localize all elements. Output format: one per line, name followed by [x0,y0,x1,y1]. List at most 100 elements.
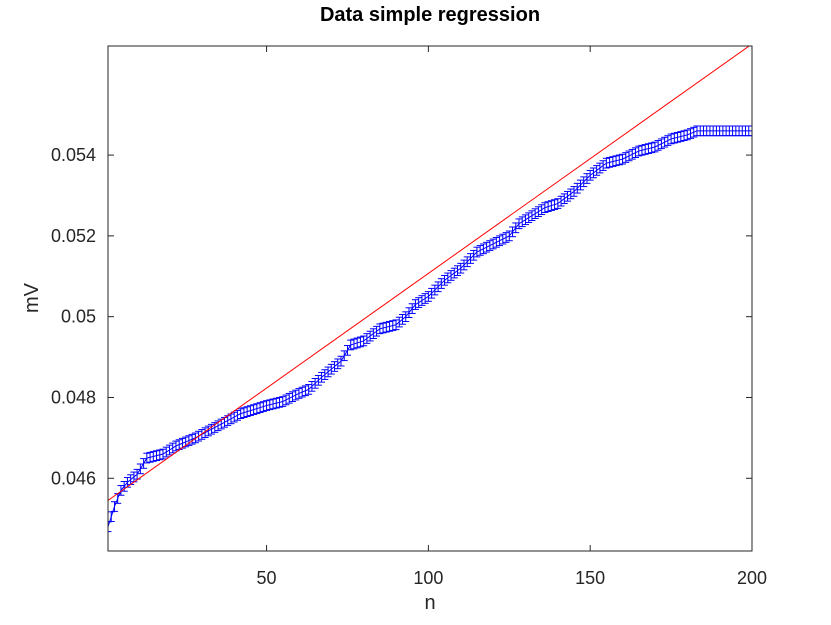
y-tick-label: 0.05 [61,307,96,327]
errorbar-point [156,449,164,461]
errorbar-point [528,210,536,222]
errorbar-point [680,130,688,142]
errorbar-point [615,154,623,166]
errorbar-point [321,369,329,380]
errorbar-point [431,284,439,296]
chart-title: Data simple regression [320,4,540,26]
y-tick-label: 0.046 [51,468,96,488]
errorbar-point [424,291,432,302]
errorbar-point [253,403,261,414]
errorbar-point [276,396,284,408]
x-tick-label: 50 [257,568,277,588]
errorbar-point [593,165,601,176]
errorbar-point [557,195,565,207]
errorbar-point [331,361,339,372]
errorbar-point [250,404,258,415]
errorbar-point [363,333,371,344]
errorbar-point [162,446,170,458]
errorbar-point [402,311,410,323]
axis-layer: 50 100 150 200 0.046 0.048 0.05 0.052 0.054 [51,46,767,588]
errorbar-point [648,142,656,154]
errorbar-point [350,338,358,350]
errorbar-point [259,401,267,412]
errorbar-point [366,330,374,342]
errorbar-point [108,511,115,523]
errorbar-point [428,287,436,299]
errorbar-point [117,485,125,496]
errorbar-point [237,408,245,419]
regression-line [108,46,751,501]
x-tick-label: 150 [575,568,605,588]
plot-layer [108,46,752,533]
errorbar-point [136,463,144,475]
errorbar-point [169,442,177,454]
errorbar-point [324,366,332,378]
errorbar-point [450,267,458,279]
errorbar-point [327,363,335,375]
errorbar-point [405,307,413,318]
errorbar-point [434,281,442,293]
errorbar-point [314,374,322,386]
errorbar-point [143,452,151,464]
errorbar-series-line [108,130,752,527]
errorbar-point [395,316,403,328]
errorbar-point [612,155,620,167]
errorbar-point [240,407,248,418]
errorbar-point [531,208,539,220]
errorbar-point [340,350,348,362]
errorbar-point [551,199,559,210]
errorbar-point [596,162,604,174]
errorbar-point [541,202,549,213]
errorbar-point [638,144,646,156]
errorbar-point [570,186,578,197]
errorbar-point [140,458,148,469]
errorbar-point [509,226,517,238]
errorbar-point [505,230,513,242]
errorbar-point [560,193,568,205]
errorbar-point [641,144,649,155]
errorbar-point [246,405,254,416]
errorbar-point [311,377,319,389]
errorbar-point [133,468,141,480]
errorbar-point [580,176,588,188]
errorbar-point [670,132,678,144]
errorbar-point [272,397,280,409]
errorbar-point [583,173,591,184]
errorbar-point [437,278,445,289]
errorbar-point [460,259,468,271]
errorbar-point [305,384,313,395]
errorbar-point [586,169,594,181]
errorbar-point [538,204,546,215]
errorbar-point [318,371,326,383]
errorbar-point [564,190,572,202]
errorbar-point [408,303,416,314]
errorbar-point [674,131,682,143]
errorbar-point [382,321,390,333]
errorbar-point [256,402,264,413]
errorbar-point [159,448,167,460]
errorbar-point [308,381,316,392]
errorbar-point [457,262,465,274]
errorbar-point [360,335,368,347]
errorbar-point [356,336,364,348]
errorbar-point [146,451,154,463]
y-tick-label: 0.048 [51,387,96,407]
errorbar-point [266,399,274,411]
errorbar-point [573,182,581,194]
errorbar-point [149,451,157,462]
errorbar-point [398,314,406,325]
errorbar-point [512,222,520,234]
errorbar-point [609,156,617,167]
errorbar-point [243,406,251,417]
errorbar-point [567,188,575,200]
errorbar-point [521,214,529,226]
errorbar-point [392,319,400,331]
errorbar-point [454,265,462,276]
x-axis-label: n [424,592,435,614]
errorbar-point [334,358,342,370]
errorbar-point [547,200,555,211]
errorbar-point [165,444,173,456]
errorbar-point [353,337,361,349]
